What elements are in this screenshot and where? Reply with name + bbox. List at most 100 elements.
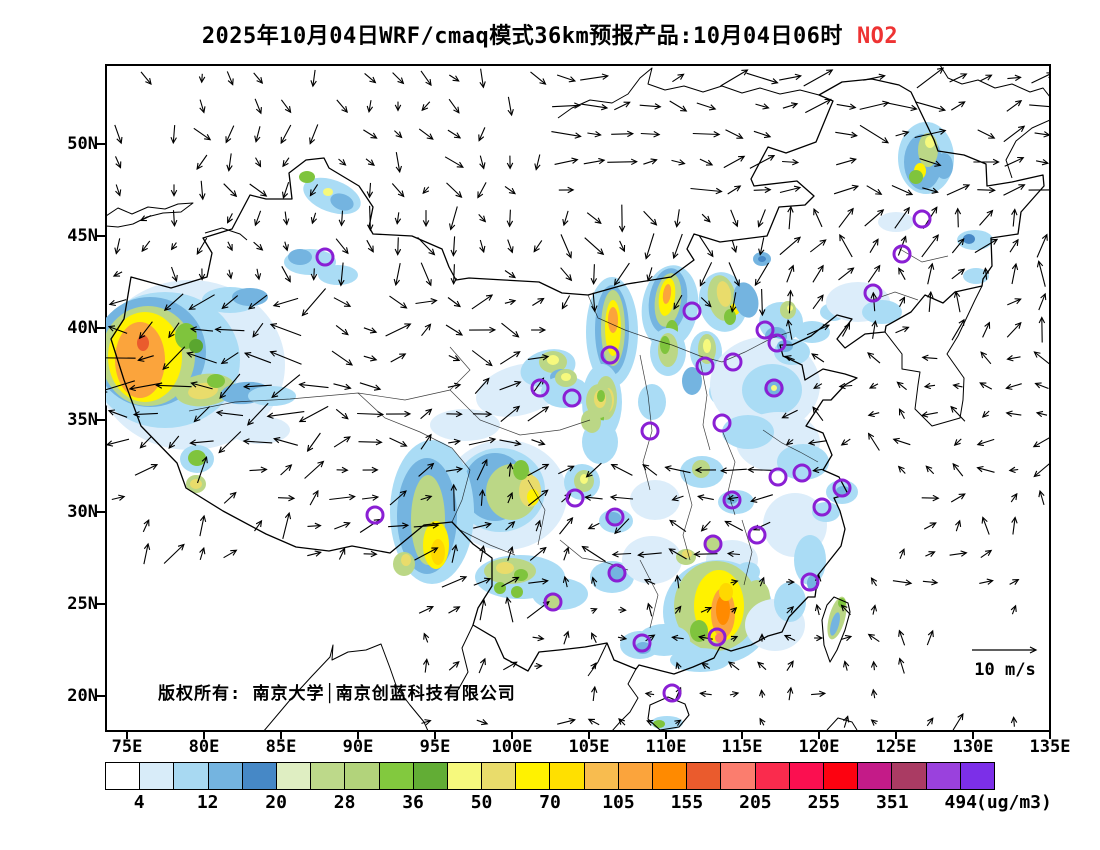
wind-vector <box>358 438 383 446</box>
wind-vector <box>418 128 434 140</box>
concentration-contour <box>188 450 206 466</box>
wind-vector <box>974 238 999 254</box>
wind-vector <box>580 73 610 81</box>
wind-vector <box>919 158 942 167</box>
wind-vector <box>583 157 606 165</box>
province-border <box>449 389 591 436</box>
city-marker <box>530 378 550 398</box>
wind-vector <box>591 632 597 644</box>
wind-vector <box>504 298 517 306</box>
wind-vector <box>701 213 711 223</box>
colorbar-tick-label: 494 <box>944 792 978 813</box>
wind-vector <box>556 74 577 83</box>
city-marker <box>764 378 784 398</box>
wind-vector <box>422 186 430 195</box>
wind-vector <box>249 183 268 197</box>
wind-vector <box>951 318 965 341</box>
wind-vector <box>812 406 824 422</box>
province-border <box>587 294 791 363</box>
wind-vector <box>193 406 210 423</box>
wind-vector <box>445 324 464 336</box>
wind-vector <box>757 209 766 228</box>
colorbar-cell <box>892 763 927 789</box>
wind-vector <box>226 241 233 252</box>
wind-vector <box>221 295 239 310</box>
wind-vector <box>532 634 545 642</box>
concentration-contour <box>431 539 445 565</box>
wind-vector <box>214 326 245 333</box>
wind-vector <box>155 382 192 389</box>
x-axis-label: 75E <box>111 737 143 757</box>
wind-vector <box>1033 351 1049 365</box>
wind-vector <box>441 575 468 588</box>
wind-vector <box>749 155 776 169</box>
wind-vector <box>254 98 262 115</box>
concentration-contour <box>580 474 588 484</box>
wind-vector <box>730 579 739 586</box>
wind-vector <box>586 212 602 225</box>
city-marker <box>607 563 627 583</box>
wind-vector <box>870 719 878 726</box>
wind-vector <box>613 262 630 286</box>
wind-vector <box>357 411 385 418</box>
wind-vector <box>451 543 458 563</box>
wind-vector <box>448 98 460 114</box>
wind-vector <box>269 323 302 337</box>
wind-vector <box>168 435 180 449</box>
wind-vector <box>478 488 486 506</box>
wind-vector <box>363 355 378 362</box>
wind-vector <box>449 206 458 231</box>
wind-vector <box>394 130 403 139</box>
x-axis-tick <box>1049 731 1051 739</box>
x-axis-label: 85E <box>265 737 297 757</box>
colorbar-tick-label: 12 <box>196 792 219 813</box>
wind-vector <box>188 294 215 310</box>
colorbar-tick-label: 28 <box>333 792 356 813</box>
wind-vector <box>951 101 966 111</box>
colorbar-cell <box>516 763 551 789</box>
wind-vector <box>803 69 834 87</box>
wind-vector <box>1007 74 1022 82</box>
wind-vector <box>170 266 178 283</box>
colorbar-cell <box>584 763 619 789</box>
colorbar-cell <box>550 763 585 789</box>
wind-vector <box>527 406 550 422</box>
wind-vector <box>869 238 879 253</box>
wind-vector <box>422 658 430 673</box>
wind-vector <box>643 210 658 226</box>
wind-vector <box>609 494 634 501</box>
wind-vector <box>892 579 913 586</box>
colorbar-cell <box>345 763 380 789</box>
wind-vector <box>364 72 377 84</box>
wind-vector <box>394 237 402 256</box>
wind-vector <box>114 156 122 169</box>
wind-vector <box>414 547 439 561</box>
wind-vector <box>1010 492 1018 503</box>
wind-vector <box>417 237 436 256</box>
wind-vector <box>280 464 293 476</box>
wind-vector <box>186 351 217 364</box>
wind-vector <box>617 634 628 641</box>
wind-vector <box>418 606 435 614</box>
y-axis-tick <box>96 235 105 237</box>
wind-vector <box>786 686 794 701</box>
wind-vector <box>163 543 185 564</box>
wind-vector <box>980 549 993 559</box>
wind-vector <box>391 183 405 198</box>
wind-vector <box>581 545 606 562</box>
wind-vector <box>471 294 494 310</box>
wind-vector <box>590 662 597 670</box>
wind-vector <box>671 634 684 642</box>
x-axis-tick <box>895 731 897 739</box>
wind-vector <box>979 382 993 390</box>
wind-vector <box>310 268 318 281</box>
wind-vector <box>505 521 516 531</box>
concentration-contour <box>318 265 358 285</box>
wind-vector <box>420 408 433 420</box>
concentration-contour <box>622 536 682 584</box>
wind-vector <box>1033 463 1049 478</box>
wind-vector <box>922 578 939 586</box>
wind-vector <box>532 297 545 306</box>
y-axis-label: 25N <box>67 594 98 614</box>
